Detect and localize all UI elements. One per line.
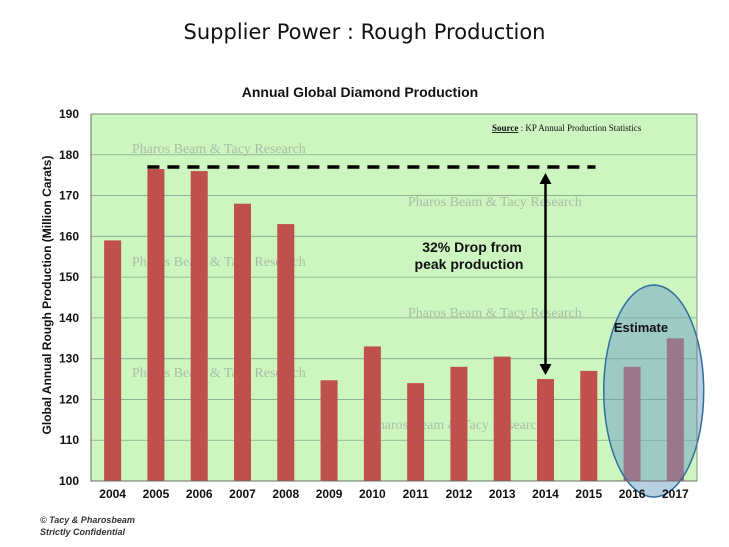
y-tick-labels: 100 110 120 130 140 150 160 170 180 190 <box>59 107 79 488</box>
y-tick-label-120: 120 <box>59 392 79 406</box>
y-tick-label-160: 160 <box>59 229 79 243</box>
watermark-1: Pharos Beam & Tacy Research <box>408 195 582 210</box>
annotation-line1: 32% Drop from <box>422 239 522 255</box>
x-tick-label-2015: 2015 <box>575 487 602 501</box>
y-tick-label-110: 110 <box>60 433 80 447</box>
footer: © Tacy & Pharosbeam Strictly Confidentia… <box>40 514 135 538</box>
x-tick-label-2006: 2006 <box>186 487 213 501</box>
x-tick-label-2014: 2014 <box>532 487 559 501</box>
source-label: Source <box>492 123 518 133</box>
footer-confidential: Strictly Confidential <box>40 527 126 537</box>
bar-2014 <box>537 379 554 481</box>
x-tick-label-2010: 2010 <box>359 487 386 501</box>
bar-2011 <box>407 383 425 481</box>
bar-2010 <box>363 346 381 481</box>
bar-2013 <box>493 356 511 481</box>
drop-arrow <box>539 173 552 376</box>
slide-title: Supplier Power : Rough Production <box>183 20 546 44</box>
x-tick-label-2013: 2013 <box>489 487 516 501</box>
x-tick-label-2017: 2017 <box>662 487 689 501</box>
annotation-line2: peak production <box>415 256 524 272</box>
y-tick-label-100: 100 <box>59 474 79 488</box>
bar-2004 <box>104 240 122 481</box>
watermark-3: Pharos Beam & Tacy Research <box>408 306 582 321</box>
y-axis-label: Global Annual Rough Production (Million … <box>40 156 54 435</box>
bar-2012 <box>450 366 468 481</box>
estimate-label: Estimate <box>614 320 668 335</box>
estimate-ellipse <box>602 284 705 498</box>
x-tick-label-2007: 2007 <box>229 487 256 501</box>
y-tick-label-130: 130 <box>59 352 79 366</box>
footer-copyright: © Tacy & Pharosbeam <box>40 515 135 525</box>
x-tick-label-2005: 2005 <box>143 487 170 501</box>
arrow-head-down <box>539 364 552 376</box>
x-tick-label-2004: 2004 <box>99 487 126 501</box>
x-tick-label-2011: 2011 <box>403 487 429 501</box>
bar-2015 <box>580 370 598 481</box>
axes <box>90 113 698 482</box>
bar-2006 <box>190 171 208 482</box>
watermark-0: Pharos Beam & Tacy Research <box>132 142 306 157</box>
x-tick-label-2016: 2016 <box>619 487 646 501</box>
y-tick-label-140: 140 <box>59 311 79 325</box>
plot-border <box>90 113 698 482</box>
watermark-2: Pharos Beam & Tacy Research <box>132 255 306 270</box>
y-tick-label-170: 170 <box>59 189 79 203</box>
y-tick-label-190: 190 <box>59 107 79 121</box>
bar-2005 <box>147 169 165 482</box>
x-tick-label-2008: 2008 <box>272 487 299 501</box>
source-text: : KP Annual Production Statistics <box>521 123 642 133</box>
x-tick-label-2009: 2009 <box>316 487 343 501</box>
bar-2007 <box>234 203 251 481</box>
y-tick-label-150: 150 <box>59 270 79 284</box>
x-tick-label-2012: 2012 <box>446 487 473 501</box>
arrow-head-up <box>539 173 552 185</box>
watermark-4: Pharos Beam & Tacy Research <box>132 366 306 381</box>
chart-title: Annual Global Diamond Production <box>242 84 478 100</box>
y-tick-label-180: 180 <box>59 148 79 162</box>
x-tick-labels: 2004 2005 2006 2007 2008 2009 2010 2011 2012 2013… <box>99 487 689 501</box>
bar-2008 <box>277 224 295 481</box>
source-note: Source : KP Annual Production Statistics <box>492 123 642 133</box>
bar-2009 <box>320 380 338 481</box>
